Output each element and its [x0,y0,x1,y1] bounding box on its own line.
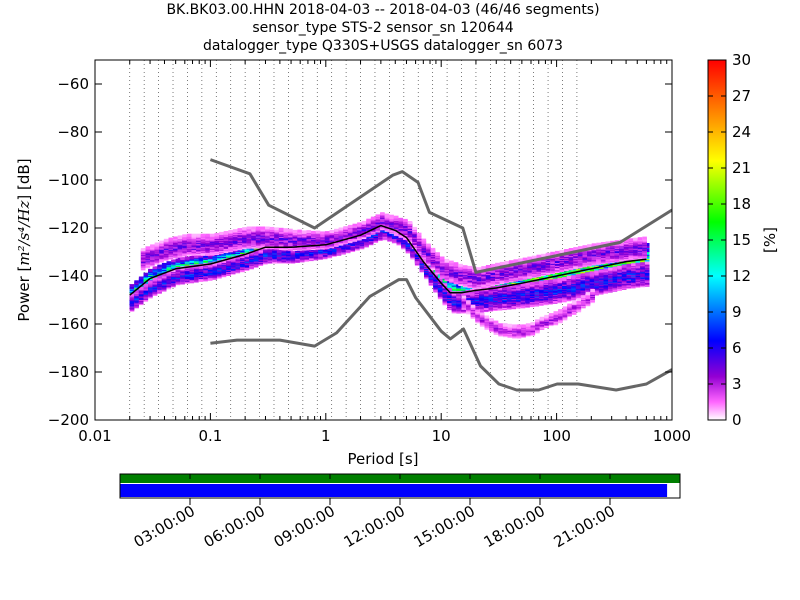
density-cell [580,273,586,277]
density-cell [640,262,645,266]
density-cell [585,272,590,276]
density-cell [617,265,622,269]
density-cell [198,254,204,258]
density-cell [575,274,581,278]
density-cell [143,283,149,287]
density-cell [552,278,558,282]
density-cell [163,238,169,242]
density-cell [483,286,489,290]
density-cell [571,275,576,279]
density-cell [631,263,636,267]
density-cell [171,269,176,273]
density-cell [175,257,181,261]
density-cell [184,256,190,260]
density-cell [603,268,609,272]
density-cell [635,262,641,266]
density-cell [173,236,178,240]
density-cell [129,293,135,297]
density-cell [479,287,484,291]
chart-title-line2: sensor_type STS-2 sensor_sn 120644 [252,20,514,36]
density-cell [134,280,139,284]
density-cell [161,262,167,266]
density-cell [166,261,172,265]
density-cell [534,281,540,285]
density-cell [152,277,158,281]
density-cell [189,255,195,259]
density-cell [148,268,153,272]
density-cell [171,259,176,263]
density-cell [437,278,443,281]
density-cell [159,240,164,244]
density-cell [138,276,144,280]
density-cell [129,284,135,288]
density-cell [143,272,149,276]
density-cell [594,270,599,274]
density-cell [180,257,185,261]
density-cell [539,280,544,284]
density-cell [566,276,572,280]
density-cell [157,264,162,268]
density-cell [644,243,650,246]
density-cell [152,266,158,270]
density-cell [511,284,517,287]
density-cell [525,282,530,286]
density-cell [447,288,452,291]
density-cell [557,278,563,281]
chart-title-line1: BK.BK03.00.HHN 2018-04-03 -- 2018-04-03 … [166,2,600,18]
density-cell [626,263,632,267]
density-cell [608,267,613,271]
chart-title-line3: datalogger_type Q330S+USGS datalogger_sn… [203,38,563,54]
density-cell [157,275,162,279]
density-cell [621,264,627,268]
density-cell [194,255,199,259]
density-cell [493,285,498,289]
density-cell [612,266,618,270]
density-cell [161,273,167,277]
density-cell [140,248,146,252]
density-cell [168,237,174,241]
density-cell [166,271,172,275]
density-cell [150,244,155,248]
density-cell [543,280,549,283]
density-cell [520,283,526,287]
density-cell [589,271,595,275]
density-cell [516,283,521,287]
density-cell [138,286,144,290]
density-cell [134,290,139,294]
density-cell [529,281,535,285]
density-cell [598,269,604,273]
density-cell [442,283,448,287]
density-cell [148,280,153,284]
density-cell [548,279,553,283]
density-cell [145,246,151,250]
density-cell [644,261,650,265]
density-cell [154,242,160,246]
density-cell [474,287,480,291]
density-cell [562,277,567,281]
